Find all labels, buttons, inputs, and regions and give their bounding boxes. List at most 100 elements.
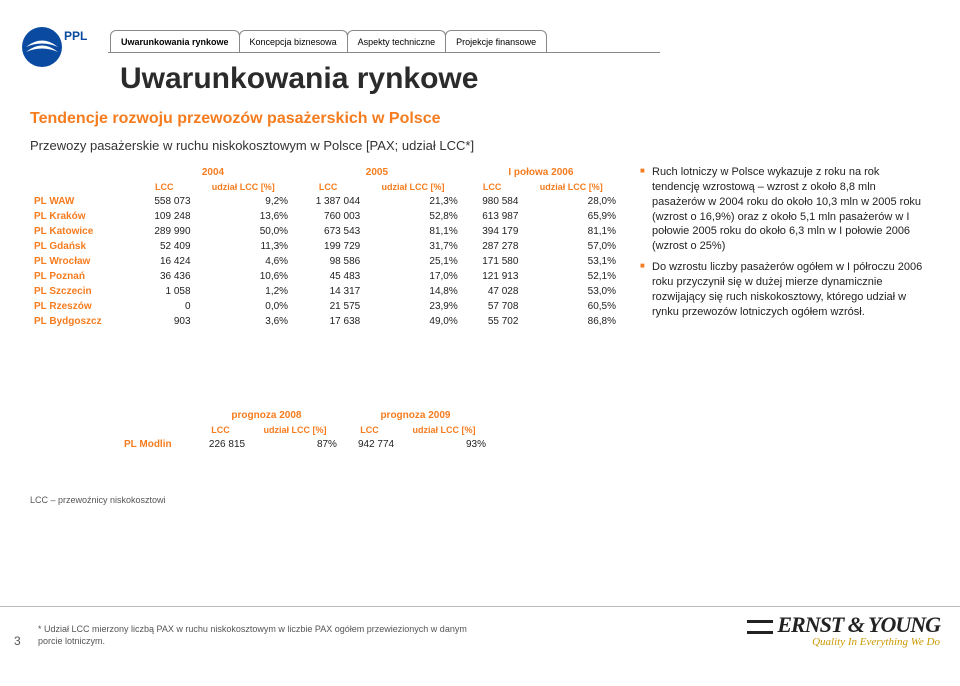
cell: 109 248 (134, 209, 195, 224)
table-row: PL Szczecin1 0581,2%14 31714,8%47 02853,… (30, 284, 620, 299)
cell: 0 (134, 299, 195, 314)
row-label: PL WAW (30, 194, 134, 209)
bullet-item: Do wzrostu liczby pasażerów ogółem w I p… (640, 260, 925, 319)
cell: 86,8% (522, 314, 620, 329)
footer-divider (0, 606, 960, 607)
page-title: Uwarunkowania rynkowe (120, 62, 478, 96)
col-header: LCC (462, 180, 523, 194)
col-header: udział LCC [%] (398, 423, 490, 437)
cell: 52,8% (364, 209, 462, 224)
cell: 93% (398, 437, 490, 452)
bullet-list: Ruch lotniczy w Polsce wykazuje z roku n… (640, 165, 925, 325)
tab-aspekty[interactable]: Aspekty techniczne (347, 30, 447, 52)
table-row: PL Modlin226 81587%942 77493% (120, 437, 490, 452)
tab-uwarunkowania[interactable]: Uwarunkowania rynkowe (110, 30, 240, 52)
cell: 171 580 (462, 254, 523, 269)
cell: 23,9% (364, 299, 462, 314)
col-group-2008: prognoza 2008 (192, 408, 341, 423)
table-row: PL WAW558 0739,2%1 387 04421,3%980 58428… (30, 194, 620, 209)
row-label: PL Bydgoszcz (30, 314, 134, 329)
footnote-lcc: LCC – przewoźnicy niskokosztowi (30, 495, 166, 505)
cell: 60,5% (522, 299, 620, 314)
tab-label: Uwarunkowania rynkowe (121, 37, 229, 47)
row-label: PL Szczecin (30, 284, 134, 299)
row-label: PL Poznań (30, 269, 134, 284)
svg-text:PPL: PPL (64, 29, 87, 43)
cell: 558 073 (134, 194, 195, 209)
cell: 57 708 (462, 299, 523, 314)
cell: 942 774 (341, 437, 398, 452)
tab-koncepcja[interactable]: Koncepcja biznesowa (239, 30, 348, 52)
footer: 3 * Udział LCC mierzony liczbą PAX w ruc… (0, 606, 960, 686)
cell: 0,0% (195, 299, 293, 314)
cell: 287 278 (462, 239, 523, 254)
cell: 903 (134, 314, 195, 329)
row-label: PL Katowice (30, 224, 134, 239)
ey-logo: ERNST & YOUNG Quality In Everything We D… (747, 612, 940, 648)
nav-tabs: Uwarunkowania rynkowe Koncepcja biznesow… (110, 30, 546, 52)
cell: 28,0% (522, 194, 620, 209)
page-number: 3 (14, 634, 21, 648)
footer-footnote: * Udział LCC mierzony liczbą PAX w ruchu… (38, 624, 468, 647)
table-row: PL Kraków109 24813,6%760 00352,8%613 987… (30, 209, 620, 224)
cell: 121 913 (462, 269, 523, 284)
ey-name: ERNST & YOUNG (747, 612, 940, 638)
cell: 87% (249, 437, 341, 452)
cell: 17,0% (364, 269, 462, 284)
cell: 52,1% (522, 269, 620, 284)
table-row: PL Wrocław16 4244,6%98 58625,1%171 58053… (30, 254, 620, 269)
cell: 1 058 (134, 284, 195, 299)
page-subtitle2: Przewozy pasażerskie w ruchu niskokoszto… (30, 138, 474, 153)
cell: 53,0% (522, 284, 620, 299)
forecast-table: prognoza 2008 prognoza 2009 LCC udział L… (120, 408, 490, 452)
table-row: PL Poznań36 43610,6%45 48317,0%121 91352… (30, 269, 620, 284)
tab-underline (108, 52, 660, 53)
cell: 57,0% (522, 239, 620, 254)
cell: 1 387 044 (292, 194, 364, 209)
cell: 673 543 (292, 224, 364, 239)
cell: 21 575 (292, 299, 364, 314)
col-header: udział LCC [%] (249, 423, 341, 437)
cell: 53,1% (522, 254, 620, 269)
ppl-logo: PPL (20, 22, 90, 72)
cell: 98 586 (292, 254, 364, 269)
cell: 17 638 (292, 314, 364, 329)
col-header: udział LCC [%] (522, 180, 620, 194)
page-subtitle: Tendencje rozwoju przewozów pasażerskich… (30, 110, 440, 128)
cell: 613 987 (462, 209, 523, 224)
row-label: PL Gdańsk (30, 239, 134, 254)
table-row: PL Bydgoszcz9033,6%17 63849,0%55 70286,8… (30, 314, 620, 329)
cell: 65,9% (522, 209, 620, 224)
col-group-2006: I połowa 2006 (462, 165, 620, 180)
cell: 31,7% (364, 239, 462, 254)
cell: 45 483 (292, 269, 364, 284)
cell: 10,6% (195, 269, 293, 284)
tab-projekcje[interactable]: Projekcje finansowe (445, 30, 547, 52)
col-header: LCC (341, 423, 398, 437)
cell: 52 409 (134, 239, 195, 254)
tab-label: Aspekty techniczne (358, 37, 436, 47)
row-label: PL Modlin (120, 437, 192, 452)
bullet-item: Ruch lotniczy w Polsce wykazuje z roku n… (640, 165, 925, 254)
cell: 11,3% (195, 239, 293, 254)
cell: 49,0% (364, 314, 462, 329)
col-header: LCC (292, 180, 364, 194)
cell: 25,1% (364, 254, 462, 269)
row-label: PL Kraków (30, 209, 134, 224)
cell: 4,6% (195, 254, 293, 269)
col-header: LCC (192, 423, 249, 437)
col-header: udział LCC [%] (195, 180, 293, 194)
cell: 21,3% (364, 194, 462, 209)
tab-label: Projekcje finansowe (456, 37, 536, 47)
cell: 81,1% (522, 224, 620, 239)
cell: 36 436 (134, 269, 195, 284)
table-row: PL Rzeszów00,0%21 57523,9%57 70860,5% (30, 299, 620, 314)
tab-label: Koncepcja biznesowa (250, 37, 337, 47)
cell: 980 584 (462, 194, 523, 209)
table-row: PL Gdańsk52 40911,3%199 72931,7%287 2785… (30, 239, 620, 254)
cell: 226 815 (192, 437, 249, 452)
cell: 3,6% (195, 314, 293, 329)
col-group-2004: 2004 (134, 165, 292, 180)
cell: 199 729 (292, 239, 364, 254)
ey-name-text: ERNST & YOUNG (777, 612, 940, 637)
